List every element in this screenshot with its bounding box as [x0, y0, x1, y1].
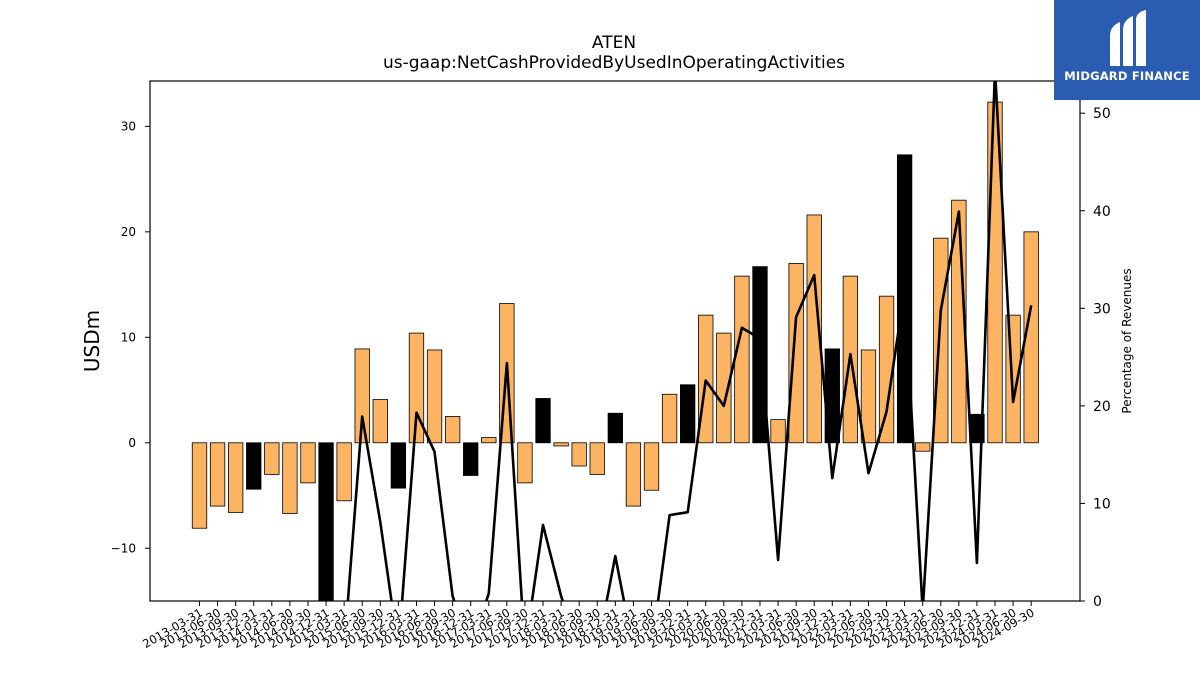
bar: [661, 393, 678, 444]
bar: [716, 332, 732, 444]
bar: [354, 348, 370, 444]
bar: [191, 442, 208, 529]
bar: [300, 442, 316, 484]
bar: [336, 442, 352, 502]
bar: [390, 442, 407, 489]
bar: [517, 442, 533, 484]
bar: [643, 442, 660, 491]
bar: [282, 442, 298, 514]
y-tick-label: 20: [121, 225, 136, 239]
bar: [680, 384, 696, 444]
bar: [426, 349, 443, 444]
y2-tick-label: 10: [1093, 496, 1111, 512]
bar: [770, 419, 786, 444]
bar: [318, 442, 334, 601]
bar: [209, 442, 226, 507]
bar: [752, 266, 768, 444]
midgard-finance-logo: MIDGARD FINANCE: [1054, 0, 1200, 100]
bar: [481, 437, 497, 444]
bar: [589, 442, 605, 475]
bar: [860, 349, 877, 444]
y2-tick-label: 0: [1093, 594, 1102, 610]
chart-subtitle: us-gaap:NetCashProvidedByUsedInOperating…: [383, 53, 845, 73]
bar: [246, 442, 262, 490]
bar: [915, 442, 931, 452]
bar: [408, 332, 425, 444]
y-tick-label: 10: [121, 330, 136, 344]
bar: [264, 442, 280, 475]
y2-tick-label: 40: [1093, 204, 1111, 220]
y-tick-label: 30: [121, 119, 136, 133]
bar: [444, 416, 461, 444]
bar: [228, 442, 244, 513]
logo-text: MIDGARD FINANCE: [1064, 69, 1190, 83]
y2-axis-label: Percentage of Revenues: [1120, 268, 1134, 413]
bar: [535, 398, 551, 444]
series-line: [346, 81, 1033, 601]
bar: [625, 442, 642, 507]
y-tick-label: −10: [111, 541, 136, 555]
bar: [607, 412, 623, 444]
plot-marks: [191, 81, 1039, 601]
plot-area: −100102030010203040502013-03-312013-06-3…: [111, 80, 1111, 651]
y-tick-label: 0: [128, 436, 136, 450]
bar: [571, 442, 587, 467]
bar: [463, 442, 479, 476]
bar: [734, 275, 750, 444]
bar: [788, 263, 804, 444]
y-axis-label: USDm: [80, 310, 104, 372]
y2-tick-label: 20: [1093, 399, 1111, 415]
y2-tick-label: 30: [1093, 301, 1111, 317]
chart-title: ATEN: [592, 33, 636, 53]
bar: [553, 442, 569, 447]
bar: [806, 214, 822, 444]
midgard-logo-icon: [1110, 10, 1146, 66]
y2-tick-label: 50: [1093, 106, 1111, 122]
bar: [372, 399, 388, 444]
